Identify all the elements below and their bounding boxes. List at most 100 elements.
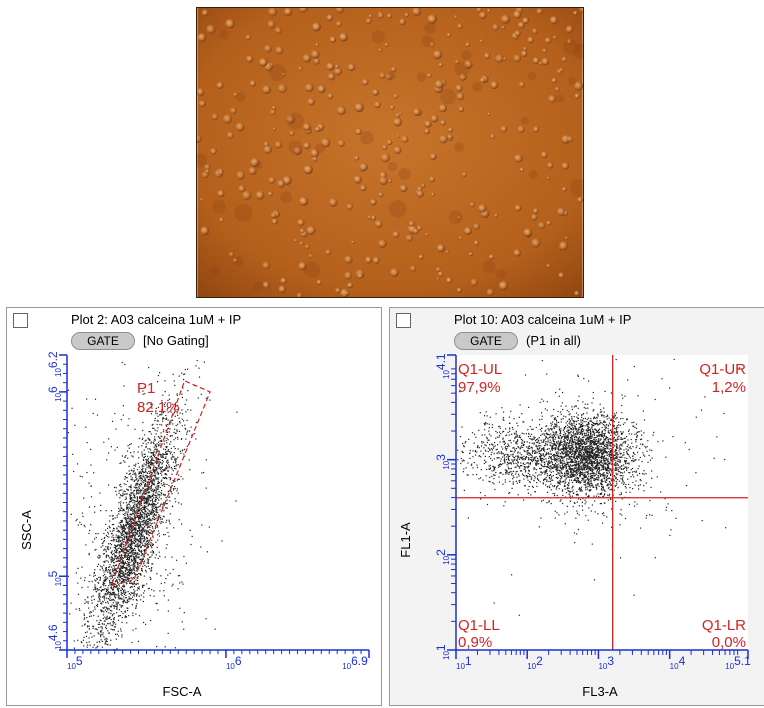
event-dot	[135, 511, 137, 513]
cell	[393, 146, 402, 154]
event-dot	[166, 503, 168, 505]
event-dot	[510, 454, 512, 456]
event-dot	[150, 568, 152, 570]
event-dot	[150, 510, 152, 512]
event-dot	[96, 578, 98, 580]
event-dot	[521, 465, 523, 467]
event-dot	[132, 479, 134, 481]
event-dot	[110, 639, 112, 641]
plot2-select-checkbox[interactable]	[13, 313, 28, 328]
event-dot	[120, 548, 122, 550]
event-dot	[143, 465, 145, 467]
event-dot	[128, 503, 130, 505]
event-dot	[161, 436, 163, 438]
event-dot	[137, 490, 139, 492]
event-dot	[174, 480, 176, 482]
event-dot	[102, 632, 104, 634]
event-dot	[186, 433, 188, 435]
event-dot	[120, 548, 122, 550]
event-dot	[579, 448, 581, 450]
event-dot	[100, 590, 102, 592]
event-dot	[461, 426, 463, 428]
event-dot	[554, 426, 556, 428]
event-dot	[505, 449, 507, 451]
event-dot	[114, 556, 116, 558]
event-dot	[161, 490, 163, 492]
event-dot	[463, 445, 465, 447]
event-dot	[623, 454, 625, 456]
cell	[347, 63, 356, 72]
event-dot	[610, 459, 612, 461]
event-dot	[112, 564, 114, 567]
event-dot	[120, 561, 122, 563]
event-dot	[140, 546, 142, 548]
event-dot	[499, 431, 501, 433]
event-dot	[144, 485, 146, 487]
gate-p1-polygon[interactable]	[110, 379, 211, 587]
plot2-gate-button[interactable]: GATE	[71, 332, 135, 350]
event-dot	[153, 460, 155, 462]
event-dot	[113, 605, 115, 607]
event-dot	[603, 458, 605, 460]
plot10-gate-button[interactable]: GATE	[454, 332, 518, 350]
event-dot	[88, 552, 90, 555]
event-dot	[136, 529, 139, 532]
event-dot	[172, 373, 174, 375]
event-dot	[573, 454, 576, 457]
event-dot	[150, 477, 152, 480]
event-dot	[146, 507, 148, 510]
event-dot	[613, 475, 615, 477]
event-dot	[589, 453, 591, 455]
event-dot	[619, 557, 622, 559]
event-dot	[556, 434, 558, 436]
event-dot	[124, 526, 126, 528]
cell	[542, 48, 547, 53]
event-dot	[113, 594, 115, 596]
event-dot	[203, 471, 205, 474]
cell	[437, 271, 444, 277]
event-dot	[591, 543, 593, 545]
event-dot	[148, 510, 150, 512]
event-dot	[151, 463, 154, 465]
event-dot	[135, 555, 137, 557]
event-dot	[133, 493, 135, 495]
event-dot	[94, 549, 96, 551]
event-dot	[105, 556, 107, 558]
event-dot	[76, 518, 78, 520]
event-dot	[132, 549, 135, 551]
event-dot	[140, 500, 142, 502]
event-dot	[125, 616, 127, 618]
event-dot	[168, 535, 170, 537]
event-dot	[121, 525, 123, 528]
event-dot	[131, 549, 133, 551]
cell	[263, 145, 272, 154]
event-dot	[87, 586, 89, 588]
event-dot	[109, 605, 111, 607]
event-dot	[594, 443, 596, 446]
event-dot	[584, 462, 586, 464]
event-dot	[152, 527, 154, 529]
event-dot	[162, 455, 164, 457]
event-dot	[588, 479, 590, 482]
event-dot	[157, 415, 159, 417]
event-dot	[567, 484, 569, 486]
event-dot	[133, 528, 135, 530]
event-dot	[110, 587, 112, 589]
event-dot	[170, 441, 172, 443]
cell	[314, 126, 321, 133]
event-dot	[139, 501, 141, 503]
event-dot	[583, 458, 585, 460]
event-dot	[111, 515, 113, 517]
event-dot	[137, 552, 139, 554]
event-dot	[80, 523, 82, 525]
event-dot	[110, 557, 112, 559]
plot10-select-checkbox[interactable]	[396, 313, 411, 328]
event-dot	[602, 475, 604, 477]
event-dot	[119, 526, 121, 528]
event-dot	[459, 391, 461, 393]
event-dot	[153, 478, 155, 480]
event-dot	[577, 494, 579, 496]
event-dot	[174, 498, 176, 500]
event-dot	[132, 578, 134, 580]
cell	[293, 146, 302, 155]
